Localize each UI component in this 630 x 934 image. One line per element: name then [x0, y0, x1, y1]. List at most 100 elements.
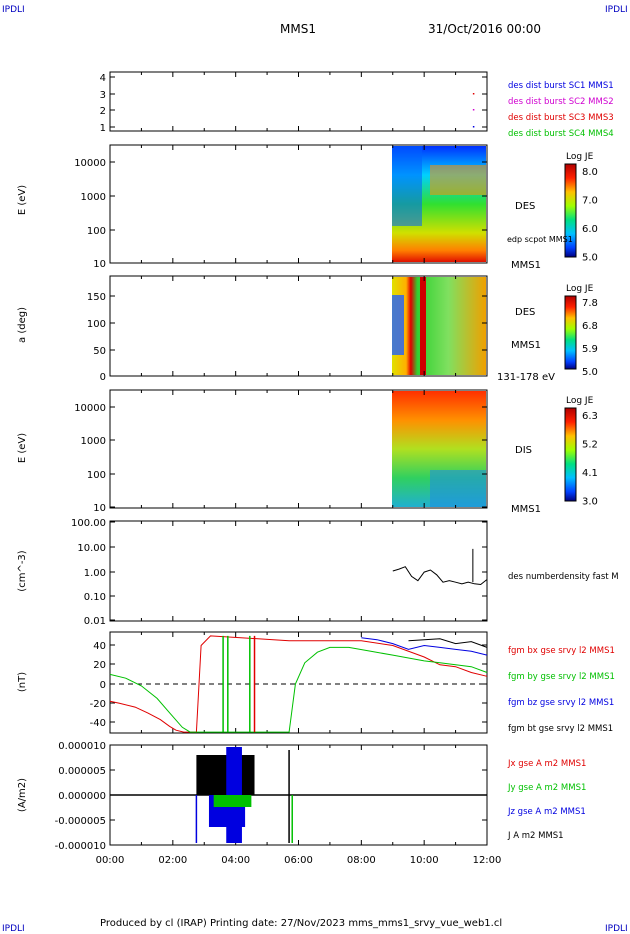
- mission-title: MMS1: [280, 22, 316, 36]
- current-black-burst: [196, 755, 255, 795]
- dis-energy-label: DIS: [515, 445, 532, 456]
- xtick-label: 00:00: [96, 855, 125, 866]
- corner-label-br: IPDLI: [605, 924, 628, 934]
- bfield-legend-entry: fgm bx gse srvy l2 MMS1: [508, 646, 615, 656]
- dis-energy-colorbar: [564, 407, 577, 502]
- colorbar-tick: 5.0: [582, 253, 598, 264]
- des-pitch-spectrogram: [392, 277, 486, 375]
- burst-point: [472, 109, 475, 111]
- des-energy-colorbar: [564, 163, 577, 258]
- current-legend-entry: Jx gse A m2 MMS1: [507, 759, 586, 769]
- colorbar-tick: 4.1: [582, 468, 598, 479]
- colorbar-title: Log JE: [566, 284, 594, 294]
- ytick-label: 2: [100, 106, 106, 117]
- ytick-label: 0.000000: [58, 791, 106, 802]
- des-energy-orange-band: [430, 165, 486, 195]
- ytick-label: 10: [93, 503, 106, 514]
- bfield-series-line: [109, 646, 488, 733]
- ytick-label: 20: [93, 660, 106, 671]
- burst-legend-entry: des dist burst SC2 MMS2: [508, 97, 614, 107]
- ytick-label: 0.000005: [58, 766, 106, 777]
- burst-point: [472, 93, 475, 95]
- corner-label-bl: IPDLI: [2, 924, 25, 934]
- des-pitch-blue-region: [392, 295, 404, 355]
- xtick-label: 04:00: [221, 855, 250, 866]
- footer-credit: Produced by cl (IRAP) Printing date: 27/…: [100, 918, 503, 929]
- bfield-series-line: [109, 635, 488, 733]
- current-legend-entry: J A m2 MMS1: [507, 831, 564, 841]
- burst-point: [472, 126, 475, 128]
- des-energy-blue-low: [392, 146, 422, 226]
- burst-legend-entry: des dist burst SC3 MMS3: [508, 113, 614, 123]
- ytick-label: 40: [93, 641, 106, 652]
- des-pitch-red-stripe: [420, 277, 426, 375]
- ytick-label: 0: [100, 680, 106, 691]
- ytick-label: -0.000005: [55, 816, 106, 827]
- ytick-label: 50: [93, 346, 106, 357]
- y-axis-label: E (eV): [17, 185, 28, 215]
- ytick-label: 0.10: [84, 592, 106, 603]
- ytick-label: 0.000010: [58, 741, 106, 752]
- bfield-legend-entry: fgm by gse srvy l2 MMS1: [508, 672, 615, 682]
- corner-label-tl: IPDLI: [2, 5, 25, 15]
- colorbar-tick: 3.0: [582, 497, 598, 508]
- colorbar-tick: 5.0: [582, 367, 598, 378]
- bfield-series-line: [361, 637, 488, 656]
- bfield-series-line: [408, 638, 488, 648]
- bfield-legend-entry: fgm bz gse srvy l2 MMS1: [508, 698, 614, 708]
- bfield-panel-frame: [109, 631, 488, 734]
- bfield-legend-entry: fgm bt gse srvy l2 MMS1: [508, 724, 613, 734]
- ytick-label: -20: [90, 699, 106, 710]
- ytick-label: 10000: [74, 403, 106, 414]
- colorbar-tick: 6.3: [582, 411, 598, 422]
- current-legend-entry: Jz gse A m2 MMS1: [507, 807, 586, 817]
- ytick-label: 10.00: [77, 543, 106, 554]
- ytick-label: 0: [100, 372, 106, 383]
- burst-legend-entry: des dist burst SC4 MMS4: [508, 129, 614, 139]
- ytick-label: 3: [100, 90, 106, 101]
- ytick-label: -40: [90, 718, 106, 729]
- burst-panel-frame: [109, 71, 488, 132]
- des-pitch-sc-label: MMS1: [511, 340, 541, 351]
- des-pitch-colorbar: [564, 295, 577, 370]
- xtick-label: 08:00: [347, 855, 376, 866]
- colorbar-tick: 7.8: [582, 298, 598, 309]
- colorbar-tick: 8.0: [582, 167, 598, 178]
- xtick-label: 10:00: [410, 855, 439, 866]
- ytick-label: 10000: [74, 158, 106, 169]
- y-axis-label: (nT): [17, 672, 28, 692]
- colorbar-title: Log JE: [566, 396, 594, 406]
- y-axis-label: E (eV): [17, 433, 28, 463]
- ytick-label: 1000: [81, 192, 106, 203]
- dis-energy-blue-low: [430, 470, 486, 507]
- burst-legend-entry: des dist burst SC1 MMS1: [508, 81, 614, 91]
- des-energy-sc-label: MMS1: [511, 260, 541, 271]
- ytick-label: 0.01: [84, 616, 106, 627]
- ytick-label: 10: [93, 259, 106, 270]
- energy-range-label: 131-178 eV: [497, 372, 555, 383]
- y-axis-label: a (deg): [17, 307, 28, 343]
- ytick-label: 100.00: [71, 518, 106, 529]
- xtick-label: 02:00: [158, 855, 187, 866]
- current-green-burst: [213, 795, 252, 807]
- density-panel-frame: [109, 520, 488, 622]
- ytick-label: 150: [87, 292, 106, 303]
- colorbar-tick: 7.0: [582, 196, 598, 207]
- ytick-label: 100: [87, 470, 106, 481]
- colorbar-tick: 6.0: [582, 224, 598, 235]
- corner-label-tr: IPDLI: [605, 5, 628, 15]
- ytick-label: 1.00: [84, 568, 106, 579]
- density-series-line: [392, 566, 488, 586]
- xtick-label: 06:00: [284, 855, 313, 866]
- des-pitch-label: DES: [515, 307, 535, 318]
- ytick-label: -0.000010: [55, 841, 106, 852]
- ytick-label: 100: [87, 319, 106, 330]
- colorbar-title: Log JE: [566, 152, 594, 162]
- density-legend-entry: des numberdensity fast M: [508, 572, 619, 582]
- dis-energy-sc-label: MMS1: [511, 504, 541, 515]
- xtick-label: 12:00: [473, 855, 502, 866]
- date-title: 31/Oct/2016 00:00: [428, 22, 542, 36]
- scpot-label: edp scpot MMS1: [507, 235, 573, 244]
- y-axis-label: (cm^-3): [17, 550, 28, 591]
